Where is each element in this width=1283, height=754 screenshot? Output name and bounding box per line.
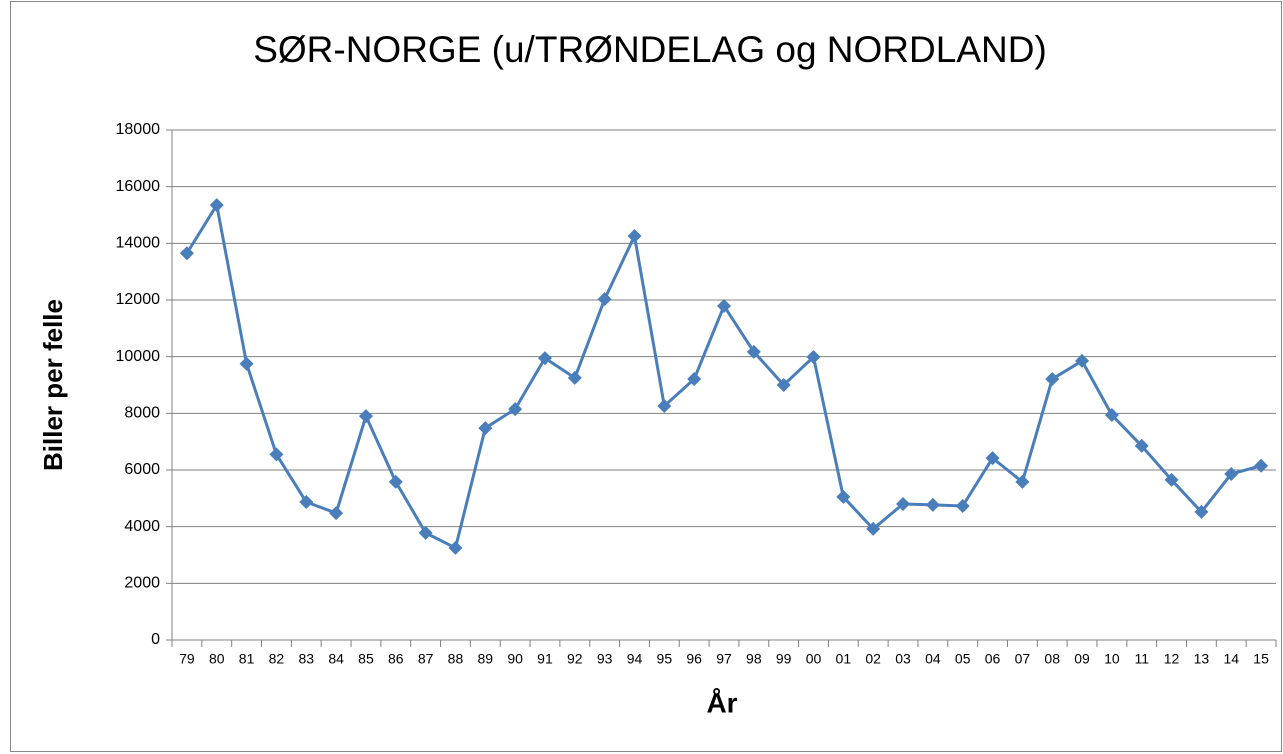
- marker: [985, 451, 1000, 466]
- marker: [836, 489, 851, 504]
- x-tick-label: 81: [239, 651, 255, 667]
- marker: [1254, 458, 1269, 473]
- marker: [1134, 438, 1149, 453]
- x-tick-label: 99: [776, 651, 792, 667]
- x-tick-label: 95: [657, 651, 673, 667]
- marker: [388, 474, 403, 489]
- y-tick-label: 14000: [116, 235, 161, 252]
- y-tick-label: 0: [151, 631, 160, 648]
- marker: [746, 344, 761, 359]
- x-tick-label: 83: [298, 651, 314, 667]
- y-tick-label: 18000: [116, 121, 161, 138]
- marker: [448, 540, 463, 555]
- x-tick-label: 93: [597, 651, 613, 667]
- y-tick-label: 4000: [124, 518, 160, 535]
- marker: [508, 402, 523, 417]
- marker: [1075, 353, 1090, 368]
- y-tick-label: 12000: [116, 291, 161, 308]
- x-tick-label: 92: [567, 651, 583, 667]
- x-tick-label: 05: [955, 651, 971, 667]
- marker: [239, 356, 254, 371]
- y-tick-label: 10000: [116, 348, 161, 365]
- marker: [1045, 372, 1060, 387]
- x-tick-label: 01: [836, 651, 852, 667]
- marker: [776, 378, 791, 392]
- chart-border: [10, 1, 1282, 752]
- x-tick-label: 14: [1223, 651, 1239, 667]
- marker: [478, 421, 493, 436]
- x-tick-label: 87: [418, 651, 434, 667]
- x-tick-label: 03: [895, 651, 911, 667]
- x-tick-label: 06: [985, 651, 1001, 667]
- x-tick-label: 90: [507, 651, 523, 667]
- x-tick-label: 07: [1015, 651, 1031, 667]
- x-tick-label: 98: [746, 651, 762, 667]
- x-tick-label: 82: [269, 651, 285, 667]
- x-tick-label: 88: [448, 651, 464, 667]
- x-axis-label: År: [706, 687, 737, 718]
- marker: [418, 525, 433, 540]
- x-tick-label: 13: [1194, 651, 1210, 667]
- marker: [358, 409, 373, 424]
- x-tick-label: 79: [179, 651, 195, 667]
- marker: [597, 292, 612, 307]
- x-tick-label: 15: [1253, 651, 1269, 667]
- x-tick-label: 85: [358, 651, 374, 667]
- y-tick-label: 16000: [116, 178, 161, 195]
- x-tick-label: 02: [865, 651, 881, 667]
- y-tick-label: 6000: [124, 461, 160, 478]
- marker: [179, 246, 194, 261]
- x-tick-label: 94: [627, 651, 643, 667]
- marker: [896, 497, 911, 511]
- marker: [209, 198, 224, 213]
- y-tick-label: 8000: [124, 405, 160, 422]
- marker: [806, 349, 821, 364]
- marker: [1164, 472, 1179, 487]
- marker: [866, 521, 881, 536]
- marker: [1104, 408, 1119, 423]
- chart-title: SØR-NORGE (u/TRØNDELAG og NORDLAND): [253, 29, 1047, 70]
- marker: [687, 372, 702, 387]
- x-tick-label: 10: [1104, 651, 1120, 667]
- x-tick-label: 08: [1044, 651, 1060, 667]
- x-tick-label: 89: [478, 651, 494, 667]
- x-tick-label: 86: [388, 651, 404, 667]
- x-tick-label: 97: [716, 651, 732, 667]
- marker: [627, 228, 642, 243]
- marker: [925, 497, 940, 512]
- y-axis-label: Biller per felle: [38, 299, 68, 471]
- marker: [269, 447, 284, 462]
- marker: [657, 398, 672, 413]
- marker: [537, 351, 552, 366]
- x-tick-label: 00: [806, 651, 822, 667]
- x-tick-label: 96: [686, 651, 702, 667]
- x-tick-label: 09: [1074, 651, 1090, 667]
- x-tick-label: 91: [537, 651, 553, 667]
- marker: [955, 498, 970, 513]
- marker: [717, 298, 731, 313]
- x-tick-label: 84: [328, 651, 344, 667]
- x-tick-label: 80: [209, 651, 225, 667]
- x-tick-label: 12: [1164, 651, 1180, 667]
- marker: [1194, 504, 1209, 519]
- marker: [1224, 466, 1239, 481]
- marker: [299, 495, 314, 510]
- x-tick-label: 04: [925, 651, 941, 667]
- x-tick-label: 11: [1134, 651, 1149, 667]
- marker: [567, 370, 582, 385]
- y-tick-label: 2000: [124, 575, 160, 592]
- marker: [329, 506, 344, 521]
- marker: [1015, 474, 1030, 489]
